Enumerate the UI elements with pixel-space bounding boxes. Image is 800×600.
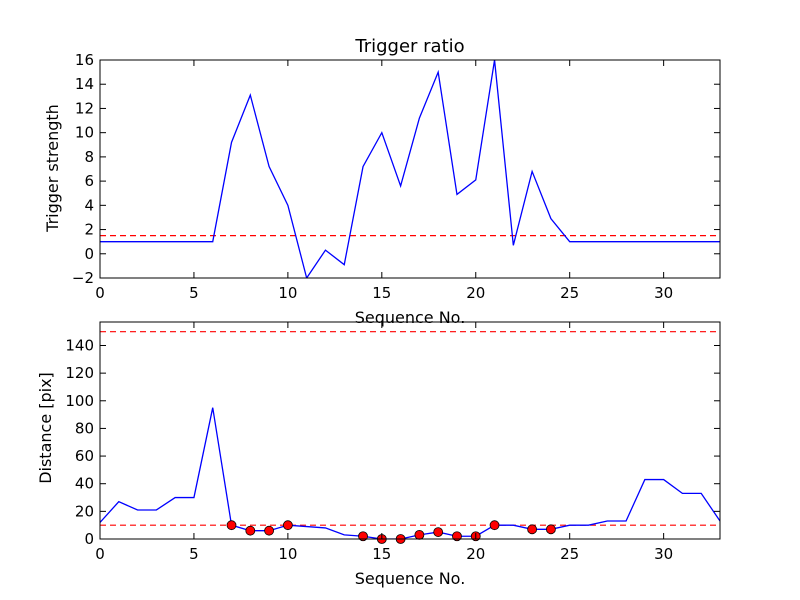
y-tick-label: 8	[84, 148, 94, 166]
y-tick-label: 4	[84, 196, 94, 214]
series-line	[100, 407, 720, 539]
y-tick-label: 20	[75, 502, 94, 520]
y-tick-label: 40	[75, 475, 94, 493]
x-tick-label: 30	[654, 545, 673, 563]
x-tick-label: 25	[560, 545, 579, 563]
data-point-marker	[527, 524, 538, 535]
x-tick-label: 20	[466, 284, 485, 302]
y-tick-label: 14	[75, 75, 94, 93]
y-axis-label: Trigger strength	[43, 104, 62, 233]
trigger-ratio-chart: Trigger ratio Sequence No. Trigger stren…	[43, 36, 721, 327]
y-tick-label: 100	[65, 392, 94, 410]
x-tick-label: 0	[95, 284, 105, 302]
y-tick-label: 0	[84, 245, 94, 263]
x-tick-label: 10	[278, 545, 297, 563]
y-tick-label: 16	[75, 51, 94, 69]
data-point-marker	[414, 529, 425, 540]
y-tick-label: −2	[72, 269, 94, 287]
x-tick-label: 30	[654, 284, 673, 302]
x-tick-label: 15	[372, 545, 391, 563]
data-point-marker	[226, 520, 237, 531]
series-line	[100, 60, 720, 278]
y-tick-label: 60	[75, 447, 94, 465]
x-tick-label: 15	[372, 284, 391, 302]
x-tick-label: 5	[189, 284, 199, 302]
x-tick-label: 0	[95, 545, 105, 563]
x-tick-label: 5	[189, 545, 199, 563]
data-point-marker	[245, 525, 256, 536]
x-tick-label: 10	[278, 284, 297, 302]
x-tick-label: 25	[560, 284, 579, 302]
data-point-marker	[282, 520, 293, 531]
chart-title: Trigger ratio	[354, 36, 464, 57]
x-tick-label: 20	[466, 545, 485, 563]
y-tick-label: 120	[65, 364, 94, 382]
distance-chart: Sequence No. Distance [pix] 0 5 10 15 20 25 30…	[36, 321, 721, 588]
data-point-marker	[489, 520, 500, 531]
y-tick-label: 10	[75, 124, 94, 142]
y-tick-label: 80	[75, 419, 94, 437]
axes-frame	[99, 59, 721, 279]
x-axis-label: Sequence No.	[355, 569, 466, 588]
y-tick-label: 140	[65, 336, 94, 354]
data-point-marker	[264, 525, 274, 536]
data-point-marker	[358, 531, 368, 542]
y-tick-label: 6	[84, 172, 94, 190]
axes-frame	[99, 321, 721, 540]
data-point-marker	[546, 524, 556, 535]
y-tick-label: 2	[84, 221, 94, 239]
y-axis-label: Distance [pix]	[36, 372, 55, 484]
data-point-marker	[452, 531, 462, 542]
y-tick-label: 12	[75, 99, 94, 117]
y-tick-label: 0	[84, 530, 94, 548]
data-point-marker	[433, 527, 444, 537]
x-axis-label: Sequence No.	[355, 308, 466, 327]
